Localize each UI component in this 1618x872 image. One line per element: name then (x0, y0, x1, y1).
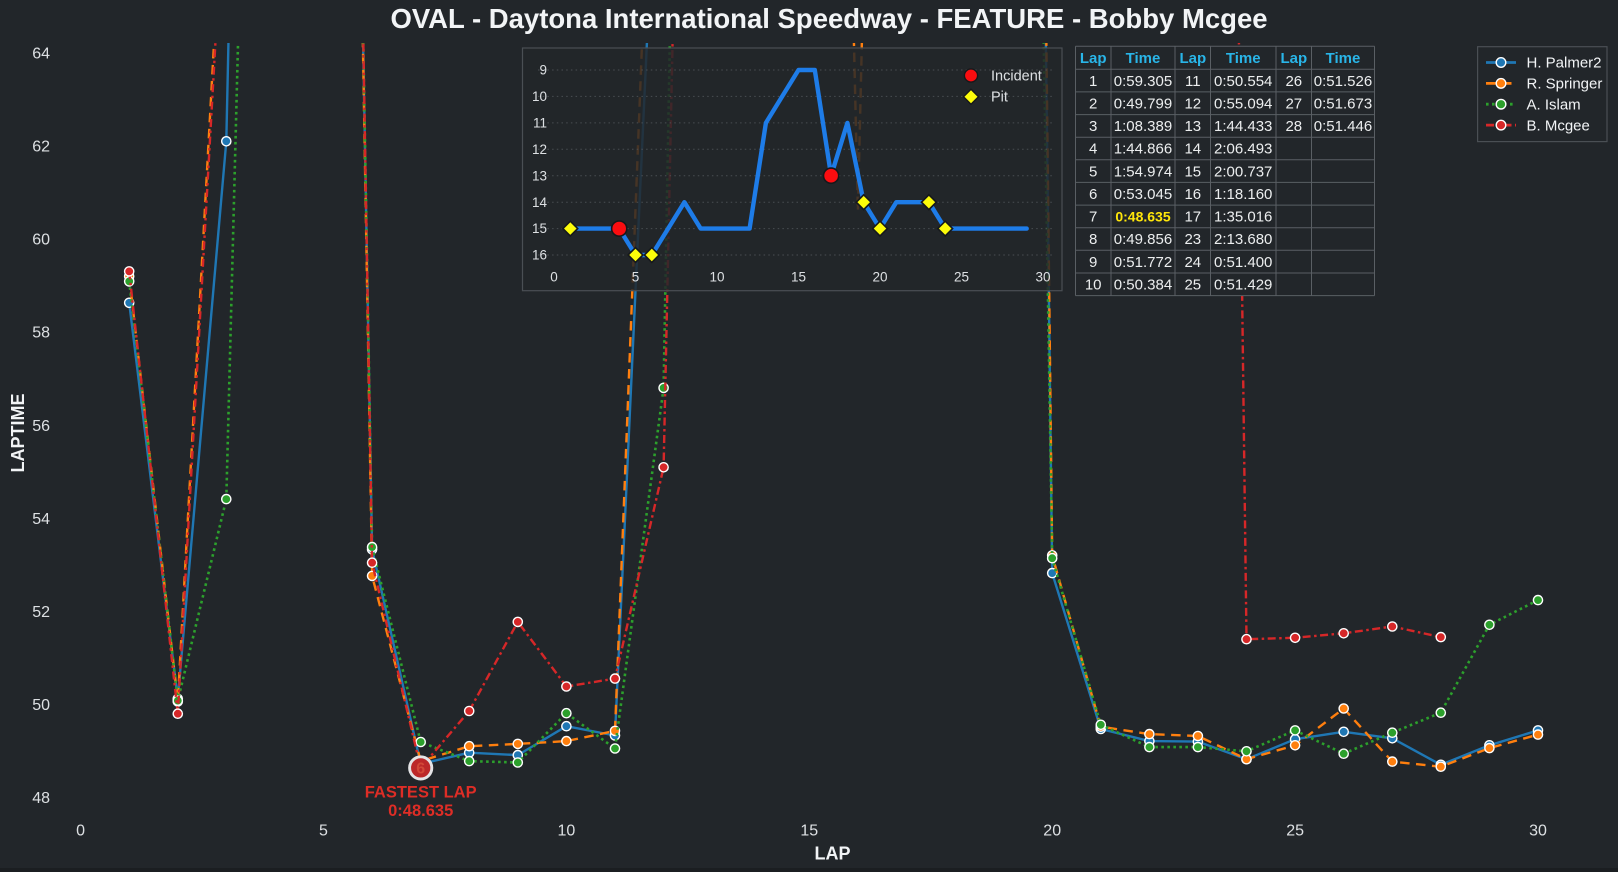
svg-text:1:18.160: 1:18.160 (1214, 186, 1272, 203)
svg-text:2: 2 (1089, 95, 1097, 112)
svg-text:H. Palmer2: H. Palmer2 (1527, 55, 1602, 72)
svg-text:15: 15 (791, 270, 806, 285)
svg-text:1:54.974: 1:54.974 (1114, 163, 1172, 180)
svg-text:17: 17 (1184, 209, 1201, 226)
svg-text:14: 14 (532, 195, 548, 210)
svg-text:10: 10 (558, 823, 576, 840)
svg-text:56: 56 (32, 418, 50, 435)
svg-text:30: 30 (1529, 823, 1547, 840)
svg-text:52: 52 (32, 604, 50, 621)
svg-text:20: 20 (872, 270, 887, 285)
svg-text:B. Mcgee: B. Mcgee (1527, 117, 1590, 134)
svg-text:13: 13 (1184, 118, 1201, 135)
svg-text:0: 0 (76, 823, 85, 840)
svg-text:23: 23 (1184, 231, 1201, 248)
svg-text:15: 15 (800, 823, 818, 840)
svg-text:5: 5 (319, 823, 328, 840)
svg-text:Time: Time (1126, 50, 1161, 67)
svg-text:6: 6 (1089, 186, 1097, 203)
svg-text:50: 50 (32, 697, 50, 714)
svg-text:10: 10 (709, 270, 724, 285)
svg-text:9: 9 (1089, 254, 1097, 271)
svg-text:25: 25 (1184, 277, 1201, 294)
svg-text:1: 1 (1089, 73, 1097, 90)
svg-text:OVAL - Daytona International S: OVAL - Daytona International Speedway - … (390, 3, 1267, 34)
svg-text:0:55.094: 0:55.094 (1214, 95, 1272, 112)
svg-text:28: 28 (1285, 118, 1302, 135)
svg-text:16: 16 (532, 248, 547, 263)
svg-text:0:59.305: 0:59.305 (1114, 73, 1172, 90)
svg-text:Time: Time (1226, 50, 1261, 67)
svg-text:1:44.866: 1:44.866 (1114, 141, 1172, 158)
svg-text:Lap: Lap (1179, 50, 1206, 67)
svg-text:3: 3 (1089, 118, 1097, 135)
svg-text:Lap: Lap (1280, 50, 1307, 67)
svg-text:10: 10 (532, 89, 547, 104)
svg-text:0:49.856: 0:49.856 (1114, 231, 1172, 248)
svg-text:4: 4 (1089, 141, 1097, 158)
svg-text:10: 10 (1085, 277, 1102, 294)
svg-text:60: 60 (32, 232, 50, 249)
svg-text:0:48.635: 0:48.635 (1115, 209, 1170, 225)
svg-text:26: 26 (1285, 73, 1302, 90)
svg-text:11: 11 (533, 116, 547, 131)
svg-text:0: 0 (550, 270, 558, 285)
svg-text:58: 58 (32, 325, 50, 342)
svg-text:0:50.384: 0:50.384 (1114, 277, 1172, 294)
svg-text:0:48.635: 0:48.635 (388, 802, 453, 820)
svg-text:0:51.429: 0:51.429 (1214, 277, 1272, 294)
svg-text:0:51.673: 0:51.673 (1314, 95, 1372, 112)
svg-text:1:08.389: 1:08.389 (1114, 118, 1172, 135)
svg-text:11: 11 (1185, 73, 1201, 90)
svg-text:0:51.400: 0:51.400 (1214, 254, 1272, 271)
svg-text:30: 30 (1035, 270, 1050, 285)
svg-text:7: 7 (1089, 209, 1097, 226)
svg-text:6: 6 (416, 761, 425, 778)
svg-text:62: 62 (32, 139, 50, 156)
svg-text:1:44.433: 1:44.433 (1214, 118, 1272, 135)
svg-text:48: 48 (32, 790, 50, 807)
svg-text:0:49.799: 0:49.799 (1114, 95, 1172, 112)
svg-text:0:50.554: 0:50.554 (1214, 73, 1272, 90)
svg-text:1:35.016: 1:35.016 (1214, 209, 1272, 226)
svg-text:R. Springer: R. Springer (1527, 76, 1603, 93)
svg-text:9: 9 (539, 63, 547, 78)
svg-text:FASTEST LAP: FASTEST LAP (365, 784, 477, 802)
svg-text:14: 14 (1184, 141, 1201, 158)
svg-text:25: 25 (954, 270, 969, 285)
svg-text:12: 12 (532, 142, 547, 157)
svg-text:0:51.526: 0:51.526 (1314, 73, 1372, 90)
svg-text:64: 64 (32, 46, 50, 63)
svg-text:2:13.680: 2:13.680 (1214, 231, 1272, 248)
svg-text:5: 5 (1089, 163, 1097, 180)
svg-text:A. Islam: A. Islam (1527, 96, 1581, 113)
svg-text:2:00.737: 2:00.737 (1214, 163, 1272, 180)
svg-text:Time: Time (1326, 50, 1361, 67)
svg-text:0:51.772: 0:51.772 (1114, 254, 1172, 271)
svg-text:54: 54 (32, 511, 50, 528)
svg-text:24: 24 (1184, 254, 1201, 271)
svg-text:8: 8 (1089, 231, 1097, 248)
svg-text:20: 20 (1043, 823, 1061, 840)
svg-text:Incident: Incident (991, 69, 1042, 85)
svg-text:5: 5 (632, 270, 640, 285)
svg-text:LAP: LAP (815, 844, 851, 864)
svg-text:15: 15 (532, 221, 547, 236)
svg-text:16: 16 (1184, 186, 1201, 203)
svg-text:25: 25 (1286, 823, 1304, 840)
svg-text:Pit: Pit (991, 90, 1008, 106)
svg-text:Lap: Lap (1080, 50, 1107, 67)
svg-text:15: 15 (1184, 163, 1201, 180)
svg-text:2:06.493: 2:06.493 (1214, 141, 1272, 158)
svg-text:LAPTIME: LAPTIME (8, 394, 28, 473)
svg-text:0:51.446: 0:51.446 (1314, 118, 1372, 135)
svg-text:12: 12 (1184, 95, 1201, 112)
svg-text:27: 27 (1285, 95, 1302, 112)
svg-text:13: 13 (532, 168, 547, 183)
svg-text:0:53.045: 0:53.045 (1114, 186, 1172, 203)
